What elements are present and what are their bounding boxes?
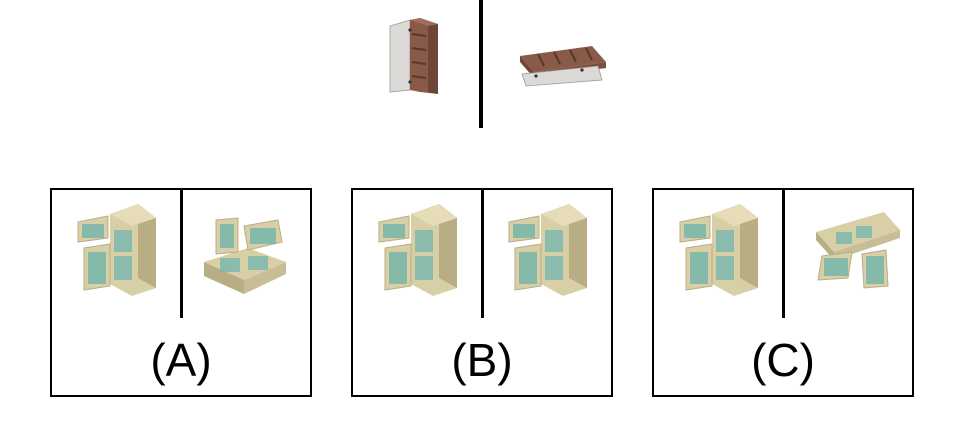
brown-cabinet-icon xyxy=(388,18,440,96)
fridge-icon xyxy=(74,200,164,296)
reference-divider xyxy=(479,0,483,128)
option-label: (B) xyxy=(353,332,611,388)
fridge-icon xyxy=(505,200,595,296)
panel-divider xyxy=(481,190,484,318)
brown-cabinet-rotated-icon xyxy=(516,40,608,88)
option-panel-c[interactable]: (C) xyxy=(652,188,914,397)
fridge-icon xyxy=(676,200,766,296)
panel-divider xyxy=(180,190,183,318)
fridge-rotated-icon xyxy=(812,206,906,290)
fridge-icon xyxy=(375,200,465,296)
option-panel-a[interactable]: (A) xyxy=(50,188,312,397)
fridge-rotated-icon xyxy=(198,212,292,294)
option-label: (A) xyxy=(52,332,310,388)
option-label: (C) xyxy=(654,332,912,388)
panel-divider xyxy=(782,190,785,318)
option-panel-b[interactable]: (B) xyxy=(351,188,613,397)
